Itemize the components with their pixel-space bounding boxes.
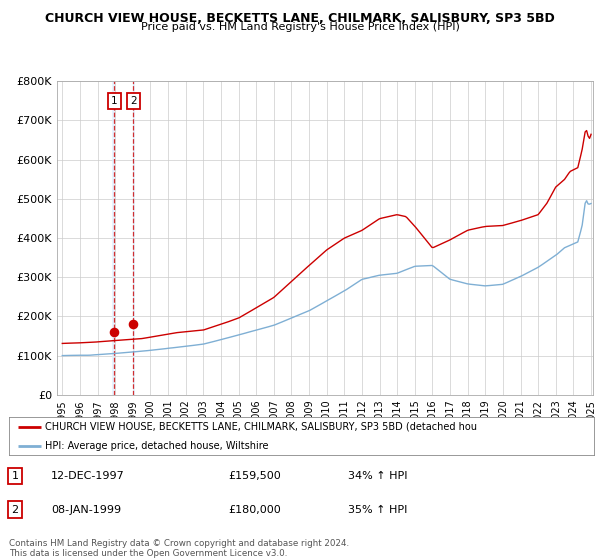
Text: 35% ↑ HPI: 35% ↑ HPI xyxy=(348,505,407,515)
Point xyxy=(128,320,138,329)
Text: Price paid vs. HM Land Registry's House Price Index (HPI): Price paid vs. HM Land Registry's House … xyxy=(140,22,460,32)
Text: 2: 2 xyxy=(11,505,19,515)
Text: 2: 2 xyxy=(130,96,137,106)
Text: HPI: Average price, detached house, Wiltshire: HPI: Average price, detached house, Wilt… xyxy=(45,441,269,451)
Bar xyxy=(112,81,115,395)
Text: 1: 1 xyxy=(11,471,19,481)
Point xyxy=(109,328,119,337)
Text: CHURCH VIEW HOUSE, BECKETTS LANE, CHILMARK, SALISBURY, SP3 5BD: CHURCH VIEW HOUSE, BECKETTS LANE, CHILMA… xyxy=(45,12,555,25)
Text: CHURCH VIEW HOUSE, BECKETTS LANE, CHILMARK, SALISBURY, SP3 5BD (detached hou: CHURCH VIEW HOUSE, BECKETTS LANE, CHILMA… xyxy=(45,422,477,432)
Text: 1: 1 xyxy=(111,96,118,106)
Text: 08-JAN-1999: 08-JAN-1999 xyxy=(51,505,121,515)
Bar xyxy=(133,81,136,395)
Text: 34% ↑ HPI: 34% ↑ HPI xyxy=(348,471,407,481)
Text: £159,500: £159,500 xyxy=(228,471,281,481)
Text: £180,000: £180,000 xyxy=(228,505,281,515)
Text: Contains HM Land Registry data © Crown copyright and database right 2024.
This d: Contains HM Land Registry data © Crown c… xyxy=(9,539,349,558)
Text: 12-DEC-1997: 12-DEC-1997 xyxy=(51,471,125,481)
